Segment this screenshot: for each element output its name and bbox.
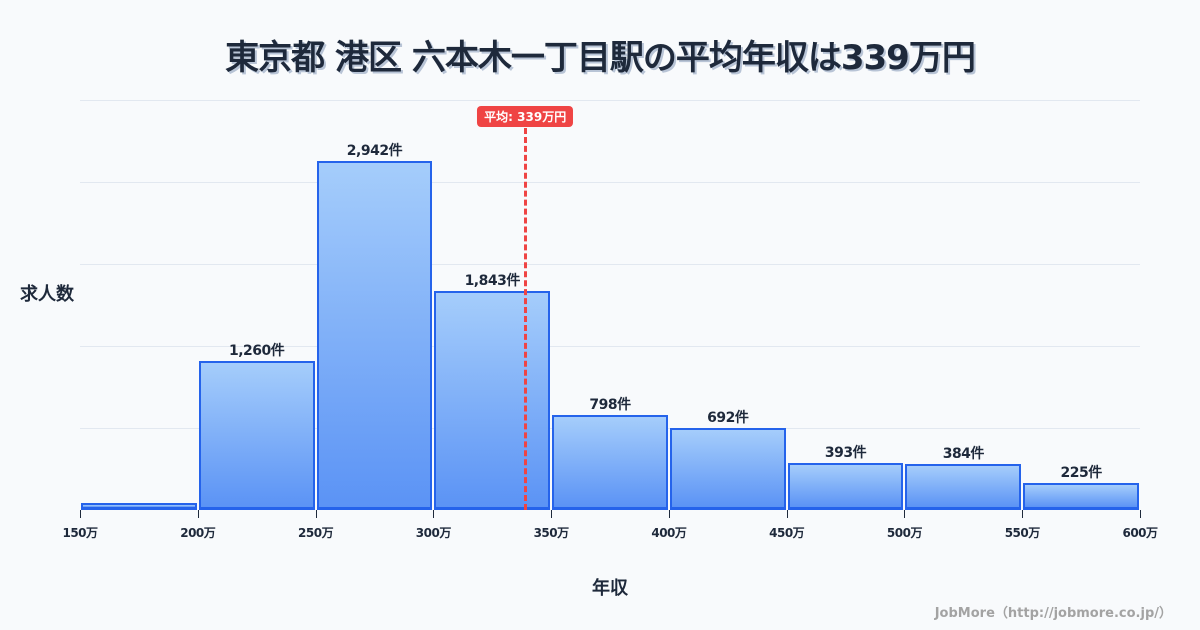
gridline <box>80 182 1140 183</box>
histogram-bar <box>1023 483 1139 510</box>
average-line <box>524 128 528 510</box>
histogram-bar <box>198 360 315 510</box>
x-tick-label: 450万 <box>769 526 805 540</box>
histogram-bar <box>316 161 433 510</box>
gridline <box>80 100 1140 101</box>
average-badge: 平均: 339万円 <box>477 106 574 127</box>
histogram-bar <box>905 464 1022 510</box>
x-tick <box>786 510 788 518</box>
bar-value-label: 692件 <box>707 409 749 426</box>
x-tick <box>315 510 317 518</box>
x-tick <box>668 510 670 518</box>
x-axis-label: 年収 <box>592 578 628 599</box>
gridline <box>80 346 1140 347</box>
gridline <box>80 264 1140 265</box>
x-tick <box>904 510 906 518</box>
source-credit: JobMore（http://jobmore.co.jp/） <box>934 606 1172 621</box>
histogram-bar <box>81 502 197 510</box>
x-tick <box>80 510 81 518</box>
x-tick <box>1140 510 1141 518</box>
histogram-bar <box>552 415 668 510</box>
x-tick-label: 300万 <box>415 526 452 540</box>
x-tick <box>433 510 435 518</box>
x-tick-label: 400万 <box>651 526 687 540</box>
x-tick-label: 600万 <box>1122 526 1158 540</box>
y-axis-label: 求人数 <box>20 284 74 305</box>
bar-value-label: 1,843件 <box>464 273 521 290</box>
x-tick <box>197 510 199 518</box>
chart-title: 東京都 港区 六本木一丁目駅の平均年収は339万円 <box>225 38 976 78</box>
bar-value-label: 2,942件 <box>346 143 403 160</box>
x-tick-label: 350万 <box>533 526 570 540</box>
plot-area: 1,260件 2,942件 1,843件 798件 692件 393件 384件 225件 <box>80 100 1140 510</box>
histogram-bar <box>787 463 904 510</box>
histogram-bar <box>434 291 551 510</box>
x-tick-label: 500万 <box>886 526 923 540</box>
x-tick-label: 200万 <box>180 526 216 540</box>
x-tick <box>1022 510 1024 518</box>
x-tick-label: 250万 <box>298 526 334 540</box>
bar-value-label: 1,260件 <box>229 342 285 359</box>
bar-value-label: 225件 <box>1060 465 1102 482</box>
x-tick <box>551 510 553 518</box>
bar-value-label: 393件 <box>824 445 867 462</box>
bar-value-label: 384件 <box>942 446 985 463</box>
x-tick-label: 150万 <box>62 526 98 540</box>
bar-value-label: 798件 <box>589 397 631 414</box>
histogram-bar <box>669 427 786 510</box>
x-tick-label: 550万 <box>1004 526 1041 540</box>
